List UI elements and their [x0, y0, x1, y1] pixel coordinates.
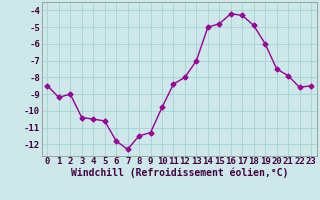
X-axis label: Windchill (Refroidissement éolien,°C): Windchill (Refroidissement éolien,°C) [70, 168, 288, 178]
